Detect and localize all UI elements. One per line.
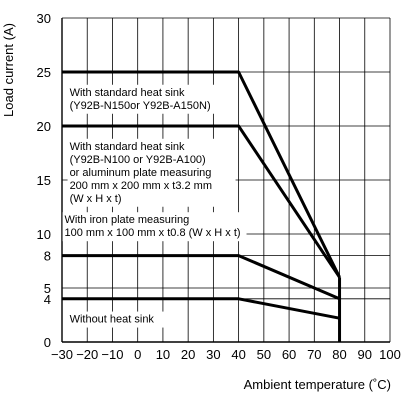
x-tick-label: −30	[51, 347, 73, 362]
x-axis-label: Ambient temperature (˚C)	[244, 377, 391, 392]
x-tick-label: 10	[156, 347, 170, 362]
x-tick-label: 90	[358, 347, 372, 362]
y-tick-label: 0	[44, 335, 51, 350]
x-tick-label: 50	[257, 347, 271, 362]
y-tick-label: 10	[37, 227, 51, 242]
annotation-bg	[67, 311, 168, 328]
annotation-bg	[62, 212, 247, 242]
y-tick-label: 30	[37, 11, 51, 26]
annotation-bg	[67, 84, 236, 114]
x-tick-label: −20	[76, 347, 98, 362]
series-line-4	[62, 297, 340, 320]
annotation-line: (W x H x t)	[70, 193, 122, 205]
x-tick-label: 0	[134, 347, 141, 362]
series-lines	[62, 70, 342, 342]
annotation-line: or aluminum plate measuring	[70, 167, 212, 179]
series-line-3	[62, 254, 341, 301]
annotation-3: With iron plate measuring 100 mm x 100 mm…	[65, 214, 241, 239]
annotation-1: With standard heat sink (Y92B-N150or Y92B…	[70, 87, 211, 112]
annotation-line: 200 mm x 200 mm x t3.2 mm	[70, 180, 212, 192]
x-tick-label: 80	[332, 347, 346, 362]
annotation-4: Without heat sink	[70, 314, 155, 326]
y-tick-label: 25	[37, 65, 51, 80]
y-tick-label: 15	[37, 173, 51, 188]
annotation-line: With standard heat sink	[70, 141, 185, 153]
y-tick-label: 5	[44, 281, 51, 296]
y-tick-label: 20	[37, 119, 51, 134]
series-line-1	[62, 70, 341, 278]
annotation-line: 100 mm x 100 mm x t0.8 (W x H x t)	[65, 227, 241, 239]
y-axis-label: Load current (A)	[1, 23, 16, 117]
x-tick-label: 40	[231, 347, 245, 362]
x-tick-label: 30	[206, 347, 220, 362]
annotation-line: (Y92B-N150or Y92B-A150N)	[70, 100, 211, 112]
y-tick-label: 8	[44, 249, 51, 264]
annotation-backgrounds	[62, 84, 247, 328]
x-tick-labels: −30 −20 −10 0 10 20 30 40 50 60 70 80 90 100	[51, 347, 401, 362]
y-tick-label: 4	[44, 292, 51, 307]
annotations: With standard heat sink (Y92B-N150or Y92B…	[65, 87, 241, 326]
x-tick-label: −10	[101, 347, 123, 362]
annotation-line: With iron plate measuring	[65, 214, 190, 226]
annotation-2: With standard heat sink (Y92B-N100 or Y92…	[70, 141, 212, 205]
annotation-line: With standard heat sink	[70, 87, 185, 99]
annotation-line: (Y92B-N100 or Y92B-A100)	[70, 154, 206, 166]
x-tick-label: 70	[307, 347, 321, 362]
x-tick-label: 20	[181, 347, 195, 362]
annotation-line: Without heat sink	[70, 314, 155, 326]
x-tick-label: 60	[282, 347, 296, 362]
x-tick-label: 100	[379, 347, 401, 362]
y-tick-labels: 0 45 8 10 15 20 25 30	[37, 11, 51, 350]
annotation-bg	[67, 138, 236, 207]
series-line-2	[62, 124, 341, 279]
